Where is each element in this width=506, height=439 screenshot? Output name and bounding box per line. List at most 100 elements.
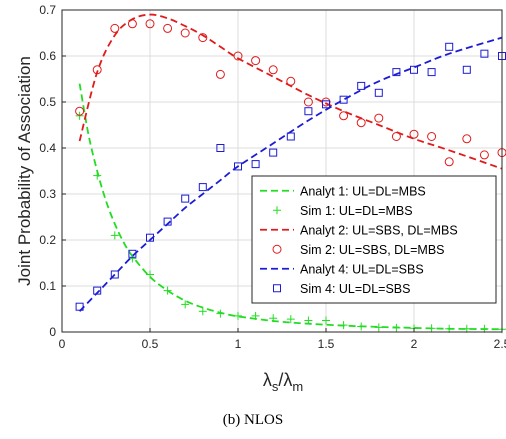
data-point <box>216 309 225 318</box>
x-label-sub-s: s <box>272 379 279 394</box>
data-point <box>303 97 313 107</box>
data-point <box>93 171 102 180</box>
x-tick-label: 2 <box>411 337 418 351</box>
series-5 <box>78 36 503 312</box>
data-point <box>286 76 296 86</box>
data-point <box>110 231 119 240</box>
y-tick-label: 0.5 <box>39 95 56 109</box>
y-tick-label: 0.3 <box>39 187 56 201</box>
data-point <box>163 23 173 33</box>
data-point <box>251 160 260 169</box>
series-line <box>78 83 503 331</box>
data-point <box>146 270 154 279</box>
figure-caption: (b) NLOS <box>222 412 284 428</box>
x-label-sub-m: m <box>292 379 303 394</box>
x-tick-label: 1.5 <box>318 337 335 351</box>
data-point <box>479 150 489 160</box>
data-point <box>92 65 102 75</box>
data-point <box>374 323 383 332</box>
x-label-sep: /λ <box>278 370 292 390</box>
data-point <box>75 302 84 311</box>
x-axis-label: λs/λm <box>263 370 303 394</box>
data-point <box>110 23 120 33</box>
data-point <box>234 162 242 171</box>
data-point <box>198 307 207 316</box>
series-3 <box>78 13 503 170</box>
x-tick-label: 0 <box>59 337 66 351</box>
series-line <box>78 36 503 312</box>
legend-label: Sim 2: UL=SBS, DL=MBS <box>300 243 445 257</box>
data-point <box>339 111 349 121</box>
data-point <box>356 118 366 128</box>
data-point <box>374 113 384 123</box>
data-point <box>410 65 418 74</box>
data-point <box>427 68 436 77</box>
data-point <box>322 316 330 325</box>
data-point <box>181 300 190 309</box>
legend-label: Analyt 2: UL=SBS, DL=MBS <box>300 223 458 237</box>
data-point <box>462 324 471 333</box>
axis-ticks: 0 0.5 1 1.5 2 2.5 0 0.1 0.2 0.3 0.4 0.5 0.6 0.7 <box>39 3 506 351</box>
data-point <box>93 286 102 295</box>
data-point <box>409 129 419 139</box>
legend-label: Sim 4: UL=DL=SBS <box>300 282 410 296</box>
x-tick-label: 0.5 <box>142 337 159 351</box>
series-layer <box>75 13 506 334</box>
legend-entry: Analyt 1: UL=DL=MBS <box>260 184 426 198</box>
y-tick-label: 0.2 <box>39 233 56 247</box>
data-point <box>75 111 84 120</box>
data-point <box>304 316 313 325</box>
data-point <box>269 148 278 157</box>
data-point <box>286 132 295 141</box>
data-point <box>180 28 190 38</box>
data-point <box>127 19 137 29</box>
data-point <box>357 322 366 331</box>
data-point <box>480 324 489 333</box>
legend-entry: Analyt 4: UL=DL=SBS <box>260 262 424 276</box>
data-point <box>269 314 278 323</box>
plot-frame <box>61 9 503 333</box>
series-line <box>78 13 503 170</box>
data-point <box>339 321 348 330</box>
y-tick-label: 0 <box>49 325 56 339</box>
series-2 <box>75 111 506 334</box>
x-tick-label: 1 <box>235 337 242 351</box>
data-point <box>110 270 119 279</box>
data-point <box>286 315 295 324</box>
data-point <box>233 51 243 61</box>
data-point <box>391 132 401 141</box>
data-point <box>215 69 225 79</box>
data-point <box>75 106 85 116</box>
data-point <box>374 88 383 97</box>
data-point <box>234 311 242 320</box>
y-tick-label: 0.6 <box>39 49 56 63</box>
data-point <box>198 183 207 192</box>
data-point <box>427 324 436 333</box>
y-axis-label: Joint Probability of Association <box>15 56 34 286</box>
data-point <box>304 107 313 116</box>
legend-entry: Sim 1: UL=DL=MBS <box>273 204 413 218</box>
legend-entry: Analyt 2: UL=SBS, DL=MBS <box>260 223 458 237</box>
data-point <box>480 49 489 58</box>
data-point <box>181 194 190 203</box>
legend: Analyt 1: UL=DL=MBS Sim 1: UL=DL=MBS Analy… <box>251 175 497 304</box>
data-point <box>322 100 330 109</box>
legend-marker <box>272 244 282 254</box>
series-1 <box>78 83 503 331</box>
data-point <box>251 311 260 320</box>
legend-label: Analyt 4: UL=DL=SBS <box>300 262 424 276</box>
data-point <box>357 81 366 90</box>
data-point <box>145 19 155 29</box>
legend-box <box>251 175 497 304</box>
data-point <box>392 323 401 332</box>
y-tick-label: 0.4 <box>39 141 56 155</box>
legend-entry: Sim 4: UL=DL=SBS <box>273 282 410 296</box>
data-point <box>198 33 208 43</box>
data-point <box>462 65 471 74</box>
legend-marker <box>273 284 281 293</box>
legend-label: Sim 1: UL=DL=MBS <box>300 204 413 218</box>
data-point <box>146 233 154 242</box>
series-4 <box>75 19 506 167</box>
data-point <box>444 157 454 167</box>
